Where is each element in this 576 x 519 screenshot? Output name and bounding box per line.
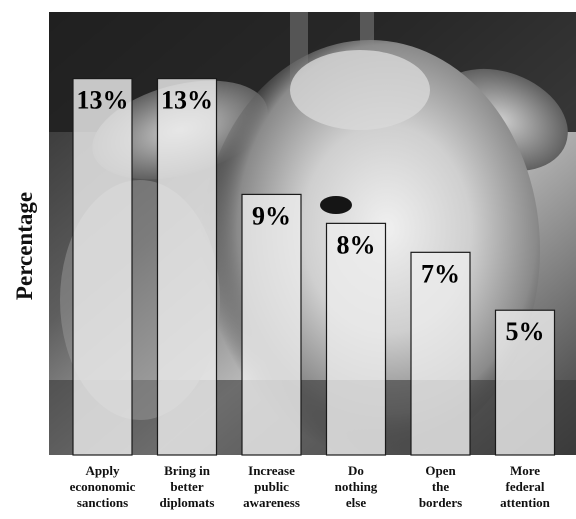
category-label-2-line-2: awareness: [243, 495, 300, 510]
category-label-3-line-1: nothing: [335, 479, 378, 494]
category-label-0: Apply econonomic sanctions: [70, 463, 136, 510]
bar-value-label-3: 8%: [337, 230, 376, 259]
category-label-5-line-2: attention: [500, 495, 551, 510]
category-label-5-line-1: federal: [506, 479, 545, 494]
bar-0: [72, 77, 133, 456]
category-label-0-line-0: Apply: [86, 463, 120, 478]
category-label-4-line-1: the: [432, 479, 450, 494]
category-label-4: Open the borders: [419, 463, 462, 510]
category-label-3-line-2: else: [346, 495, 366, 510]
bar-5: [494, 309, 556, 456]
bar-1: [156, 77, 218, 456]
bar-3: [325, 222, 387, 456]
bars-layer: [72, 77, 556, 456]
category-label-0-line-1: econonomic: [70, 479, 136, 494]
category-label-5-line-0: More: [510, 463, 540, 478]
bar-value-label-1: 13%: [161, 86, 213, 115]
category-label-3-line-0: Do: [348, 463, 364, 478]
category-labels-layer: Apply econonomic sanctions Bring in better di…: [70, 463, 551, 510]
category-label-1: Bring in better diplomats: [160, 463, 215, 510]
category-label-5: More federal attention: [500, 463, 551, 510]
value-labels-layer: 13% 13% 9% 8% 7% 5%: [77, 86, 545, 347]
bar-4: [410, 251, 471, 456]
bar-value-label-4: 7%: [421, 259, 460, 288]
category-label-3: Do nothing else: [335, 463, 378, 510]
category-label-2: Increase public awareness: [243, 463, 300, 510]
category-label-2-line-1: public: [254, 479, 289, 494]
category-label-2-line-0: Increase: [248, 463, 295, 478]
category-label-0-line-2: sanctions: [77, 495, 128, 510]
category-label-1-line-0: Bring in: [164, 463, 211, 478]
bar-value-label-5: 5%: [506, 317, 545, 346]
category-label-4-line-2: borders: [419, 495, 462, 510]
y-axis-label: Percentage: [12, 192, 37, 300]
bar-value-label-2: 9%: [252, 201, 291, 230]
bar-value-label-0: 13%: [77, 86, 129, 115]
category-label-1-line-1: better: [170, 479, 203, 494]
category-label-1-line-2: diplomats: [160, 495, 215, 510]
category-label-4-line-0: Open: [425, 463, 456, 478]
bar-2: [241, 193, 302, 456]
